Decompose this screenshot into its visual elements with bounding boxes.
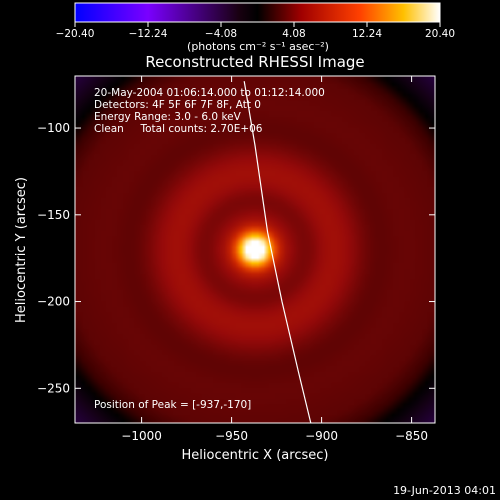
y-tick-label: −250: [37, 381, 70, 395]
heatmap-image: [75, 76, 435, 423]
x-axis-label: Heliocentric X (arcsec): [182, 448, 329, 463]
footer-timestamp: 19-Jun-2013 04:01: [393, 484, 496, 497]
x-tick-label: −900: [305, 429, 338, 443]
colorbar-tick-label: 20.40: [425, 28, 455, 40]
colorbar-tick-label: 4.08: [282, 28, 305, 40]
colorbar-tick-label: −20.40: [56, 28, 95, 40]
colorbar-units-label: (photons cm⁻² s⁻¹ asec⁻²): [187, 40, 329, 53]
peak-position-label: Position of Peak = [-937,-170]: [94, 399, 251, 411]
chart-title: Reconstructed RHESSI Image: [145, 53, 364, 71]
x-tick-label: −850: [395, 429, 428, 443]
annotation-energy-range: Energy Range: 3.0 - 6.0 keV: [94, 111, 242, 123]
annotation-detectors: Detectors: 4F 5F 6F 7F 8F, Att 0: [94, 99, 261, 111]
plot-frame: [74, 75, 436, 424]
y-tick-label: −150: [37, 208, 70, 222]
y-tick-label: −200: [37, 295, 70, 309]
colorbar: [74, 2, 441, 23]
y-tick-label: −100: [37, 121, 70, 135]
x-tick-label: −950: [215, 429, 248, 443]
colorbar-tick-label: 12.24: [352, 28, 382, 40]
colorbar-tick-label: −4.08: [205, 28, 237, 40]
x-tick-label: −1000: [121, 429, 162, 443]
y-axis-ticks: −100 −150 −200 −250: [37, 121, 435, 395]
colorbar-ticks: −20.40 −12.24 −4.08 4.08 12.24 20.40: [56, 22, 455, 40]
annotation-time-range: 20-May-2004 01:06:14.000 to 01:12:14.000: [94, 87, 325, 99]
colorbar-tick-label: −12.24: [129, 28, 168, 40]
annotation-clean-counts: Clean Total counts: 2.70E+06: [94, 123, 263, 135]
y-axis-label: Heliocentric Y (arcsec): [14, 177, 29, 323]
solar-limb-line: [243, 81, 312, 423]
x-axis-ticks: −1000 −950 −900 −850: [121, 76, 428, 443]
